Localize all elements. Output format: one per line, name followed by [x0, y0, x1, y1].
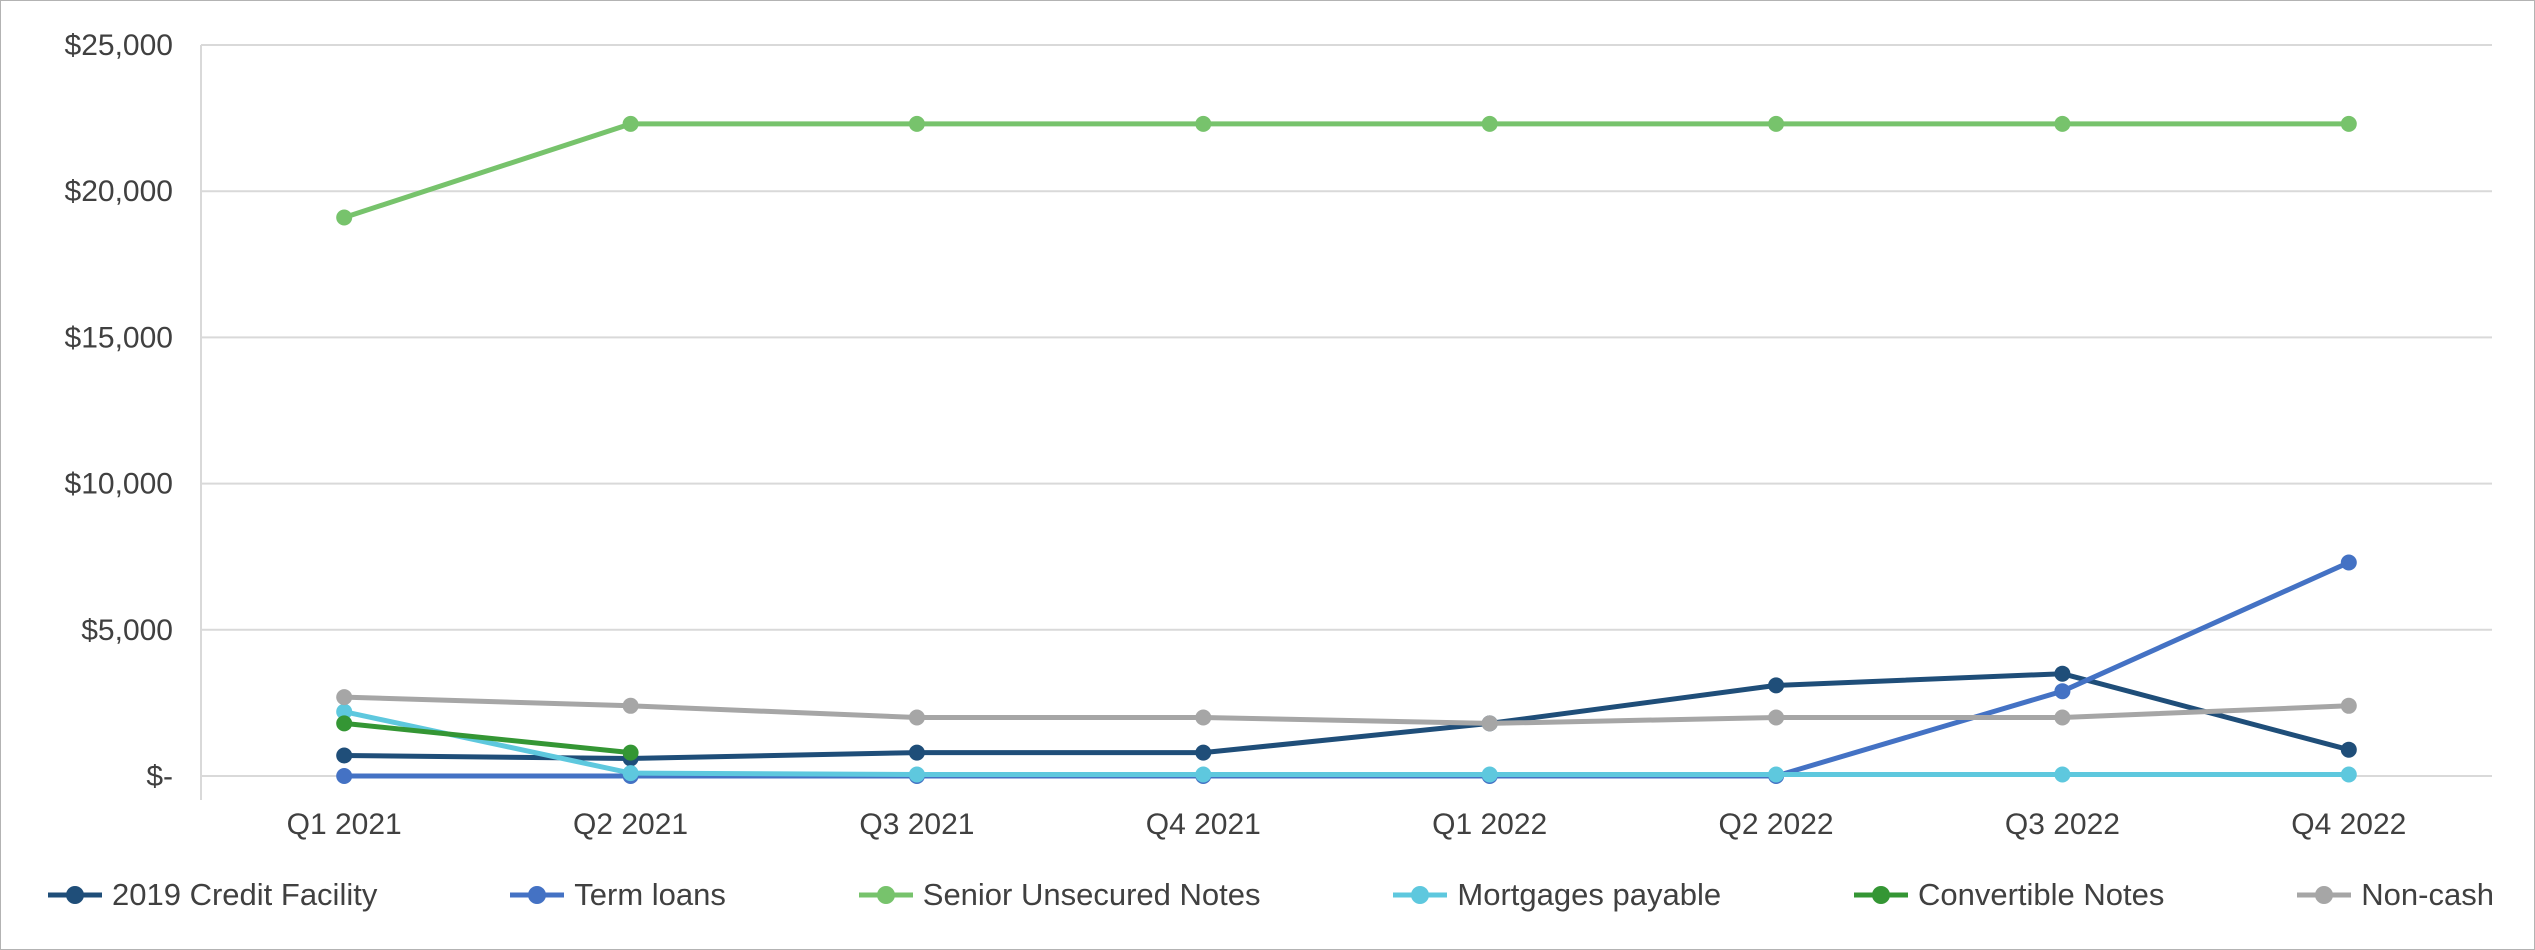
x-axis-label: Q3 2022: [2005, 808, 2120, 841]
legend-label: Non-cash: [2361, 877, 2494, 912]
data-point: [2340, 697, 2357, 714]
debt-maturity-line-chart: $25,000 $20,000 $15,000 $10,000 $5,000 $- Q1 2…: [65, 29, 2492, 841]
data-point: [1768, 115, 1785, 132]
x-axis-label: Q2 2021: [573, 808, 688, 841]
series-line-non-cash: [341, 694, 2352, 726]
data-point: [908, 744, 925, 761]
data-point: [2054, 766, 2071, 783]
data-point: [1195, 709, 1212, 726]
legend-label: Term loans: [574, 877, 726, 912]
series-line-2019-credit-facility: [341, 671, 2352, 761]
data-point: [908, 115, 925, 132]
x-axis-label: Q2 2022: [1719, 808, 1834, 841]
data-point: [908, 766, 925, 783]
data-point: [1195, 744, 1212, 761]
legend-item-senior-unsecured-notes: Senior Unsecured Notes: [857, 877, 1261, 913]
legend-label: Senior Unsecured Notes: [922, 877, 1261, 912]
data-point: [622, 115, 639, 132]
legend-label: Convertible Notes: [1917, 877, 2165, 912]
data-point: [336, 689, 353, 706]
data-point: [908, 709, 925, 726]
legend-item-convertible-notes: Convertible Notes: [1852, 877, 2164, 913]
data-point: [2054, 709, 2071, 726]
legend-marker-icon: [48, 886, 102, 904]
legend-item-non-cash: Non-cash: [2295, 877, 2494, 913]
y-axis-label: $-: [146, 760, 173, 793]
data-point: [2340, 115, 2357, 132]
data-point: [1768, 766, 1785, 783]
legend-marker-icon: [858, 886, 913, 904]
y-axis-label: $10,000: [65, 468, 173, 501]
data-point: [2054, 683, 2071, 700]
data-point: [2054, 115, 2071, 132]
data-point: [1481, 715, 1498, 732]
data-point: [1195, 766, 1212, 783]
x-axis-label: Q1 2022: [1432, 808, 1547, 841]
legend-item-2019-credit-facility: 2019 Credit Facility: [46, 877, 377, 913]
legend-marker-icon: [1853, 886, 1908, 904]
series-line-convertible-notes: [341, 720, 634, 756]
y-axis-label: $5,000: [81, 614, 173, 647]
x-axis-label: Q3 2021: [859, 808, 974, 841]
data-point: [336, 209, 353, 226]
data-point: [622, 765, 639, 782]
y-axis-label: $25,000: [65, 29, 173, 62]
legend-marker-icon: [510, 886, 565, 904]
data-point: [2340, 554, 2357, 571]
series-line-term-loans: [341, 560, 2352, 779]
y-axis-label: $15,000: [65, 321, 173, 354]
x-axis-label: Q4 2021: [1146, 808, 1261, 841]
legend-label: 2019 Credit Facility: [112, 877, 378, 912]
data-point: [336, 747, 353, 764]
data-point: [336, 768, 353, 784]
legend-item-mortgages-payable: Mortgages payable: [1391, 877, 1721, 913]
data-point: [1481, 766, 1498, 783]
legend-label: Mortgages payable: [1457, 877, 1722, 912]
data-point: [622, 697, 639, 714]
data-point: [2340, 741, 2357, 758]
data-point: [336, 703, 353, 720]
x-axis-label: Q1 2021: [287, 808, 402, 841]
data-point: [1195, 115, 1212, 132]
legend-marker-icon: [2297, 886, 2352, 904]
data-point: [1768, 677, 1785, 694]
data-point: [336, 715, 353, 732]
data-point: [1768, 709, 1785, 726]
data-point: [2340, 766, 2357, 783]
series-line-mortgages-payable: [341, 709, 2352, 777]
data-point: [622, 744, 639, 761]
series-line-senior-unsecured-notes: [341, 121, 2352, 220]
y-axis-label: $20,000: [65, 175, 173, 208]
legend-item-term-loans: Term loans: [508, 877, 726, 913]
data-point: [2054, 665, 2071, 682]
x-axis-label: Q4 2022: [2291, 808, 2406, 841]
data-point: [1481, 115, 1498, 132]
legend-marker-icon: [1393, 886, 1448, 904]
chart-legend: 2019 Credit Facility Term loans Senior Uns…: [46, 873, 2494, 917]
